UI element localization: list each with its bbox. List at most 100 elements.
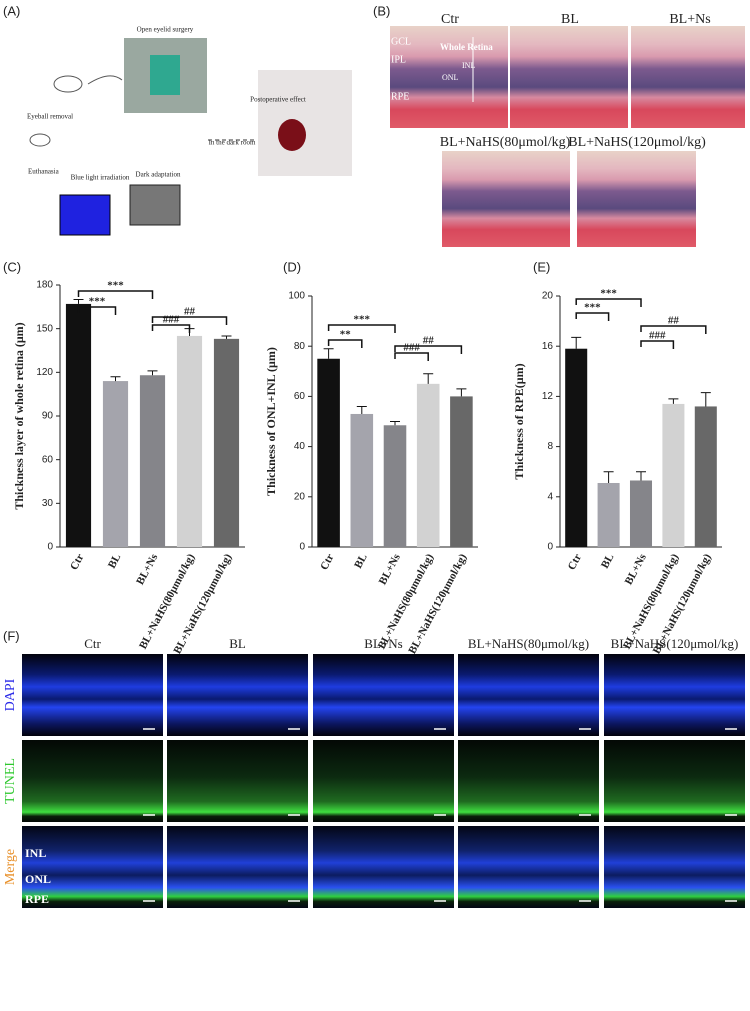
- bar: [450, 396, 473, 547]
- significance-bracket: [394, 345, 463, 354]
- fluorescence-image: [604, 654, 745, 736]
- error-bar: [668, 398, 679, 404]
- error-bar: [603, 471, 614, 483]
- y-tick-label: 0: [547, 542, 553, 553]
- group-label: BL+Ns: [364, 636, 402, 651]
- error-bar: [700, 392, 711, 407]
- significance-bracket: [575, 312, 610, 321]
- significance-bracket: [77, 290, 154, 299]
- panel-label: (A): [3, 3, 20, 18]
- significance-bracket: [327, 324, 396, 333]
- significance-label: ***: [354, 314, 371, 326]
- y-tick-label: 30: [42, 498, 54, 509]
- bar: [629, 480, 653, 547]
- y-axis-label: Thickness layer of whole retina (μm): [12, 322, 26, 509]
- layer-label: GCL: [391, 36, 411, 47]
- bar: [139, 375, 166, 547]
- arrow: [87, 75, 123, 85]
- group-label: BL+NaHS(120μmol/kg): [611, 636, 739, 651]
- bar: [317, 358, 340, 547]
- group-label: BL: [229, 636, 246, 651]
- group-label: Ctr: [441, 12, 459, 27]
- layer-label: RPE: [25, 892, 49, 906]
- x-tick-label: BL+Ns: [623, 551, 650, 587]
- y-tick-label: 90: [42, 411, 54, 422]
- significance-label: ***: [584, 302, 601, 314]
- layer-label: INL: [25, 846, 46, 860]
- significance-bracket: [394, 352, 429, 361]
- significance-label: ***: [600, 288, 617, 300]
- fluorescence-image: [167, 740, 308, 822]
- significance-label: ##: [184, 306, 196, 318]
- group-label: BL+Ns: [669, 12, 710, 27]
- fluorescence-image: [22, 826, 163, 908]
- bar: [383, 425, 407, 547]
- layer-label: IPL: [391, 54, 406, 65]
- step-label: Euthanasia: [28, 168, 60, 176]
- step-label: Blue light irradiation: [71, 174, 130, 182]
- bar: [662, 403, 685, 547]
- significance-bracket: [640, 340, 675, 349]
- eye-photo: [258, 70, 352, 176]
- y-tick-label: 100: [288, 291, 305, 302]
- significance-bracket: [575, 298, 642, 307]
- x-tick-label: BL+Ns: [377, 551, 404, 587]
- x-tick-label: BL+Ns: [134, 551, 161, 587]
- y-tick-label: 20: [542, 291, 554, 302]
- blue-box: [59, 194, 111, 236]
- dark-box: [129, 184, 181, 226]
- x-tick-label: BL: [106, 552, 123, 571]
- error-bar: [73, 299, 84, 304]
- mouse-icon: [53, 75, 83, 93]
- error-bar: [221, 335, 232, 339]
- bar: [565, 348, 588, 547]
- significance-label: ###: [649, 330, 666, 342]
- histology-image: [631, 26, 745, 128]
- eye: [278, 119, 306, 151]
- histology-image: [577, 151, 696, 247]
- error-bar: [323, 348, 334, 359]
- panel-label: (E): [533, 259, 550, 274]
- y-axis-label: Thickness of RPE(μm): [512, 363, 526, 479]
- bar: [694, 406, 717, 547]
- error-bar: [636, 471, 646, 481]
- x-tick-label: BL: [352, 552, 369, 571]
- bar: [416, 383, 440, 547]
- bar: [176, 335, 203, 547]
- panel-label: (B): [373, 3, 390, 18]
- significance-bracket: [640, 325, 707, 334]
- mouse-icon: [29, 133, 51, 147]
- x-tick-label: BL+NaHS(120μmol/kg): [406, 552, 469, 656]
- fluorescence-image: [458, 654, 599, 736]
- histology-image: [390, 26, 508, 128]
- y-tick-label: 12: [542, 391, 554, 402]
- significance-bracket: [77, 306, 117, 315]
- y-tick-label: 180: [36, 280, 53, 291]
- fluorescence-image: [458, 740, 599, 822]
- histology-image: [442, 151, 570, 247]
- bar: [597, 482, 620, 547]
- y-tick-label: 60: [42, 454, 54, 465]
- layer-label: ONL: [25, 872, 51, 886]
- significance-label: **: [340, 329, 352, 341]
- significance-label: ##: [668, 315, 680, 327]
- schematic: [29, 38, 352, 236]
- significance-label: ##: [423, 335, 435, 347]
- panel-label: (F): [3, 628, 20, 643]
- error-bar: [423, 373, 434, 384]
- significance-bracket: [151, 316, 228, 325]
- y-tick-label: 4: [547, 491, 553, 502]
- layer-label: ONL: [442, 73, 459, 82]
- y-tick-label: 120: [36, 367, 53, 378]
- x-tick-label: Ctr: [68, 552, 86, 572]
- significance-label: ###: [403, 342, 420, 354]
- bar: [350, 413, 374, 547]
- x-tick-label: Ctr: [318, 552, 336, 572]
- significance-bracket: [327, 339, 363, 348]
- y-tick-label: 20: [294, 491, 306, 502]
- fluorescence-image: [604, 740, 745, 822]
- stain-label: DAPI: [3, 678, 18, 711]
- fluorescence-image: [313, 826, 454, 908]
- error-bar: [390, 421, 400, 426]
- layer-label: Whole Retina: [440, 42, 493, 52]
